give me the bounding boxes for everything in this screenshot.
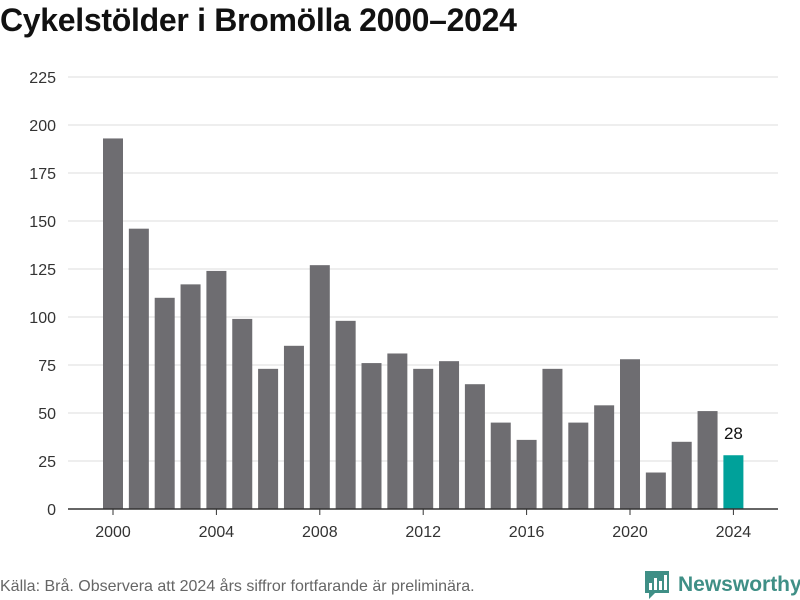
data-label-2024: 28 [724,424,743,443]
bar-2003 [180,284,201,509]
x-tick-label: 2016 [509,524,545,541]
y-axis-ticks: 0 25 50 75 100 125 150 175 200 225 [29,70,56,519]
bar-2009 [335,320,356,509]
bar-2021 [645,472,666,509]
y-tick-label: 50 [38,406,56,423]
bar-2005 [232,318,253,509]
bar-2010 [361,363,382,509]
y-tick-label: 175 [29,166,56,183]
bar-2008 [309,265,330,509]
bar-2022 [671,441,692,509]
x-tick-label: 2000 [95,524,131,541]
x-tick-label: 2004 [199,524,235,541]
bar-2024 [723,455,744,509]
x-tick-label: 2024 [716,524,752,541]
bar-2023 [697,411,718,509]
newsworthy-logo-icon [645,571,669,599]
bar-2020 [620,359,640,509]
bar-2006 [258,368,279,509]
brand-logo[interactable]: Newsworthy [644,570,800,600]
bar-2017 [542,368,563,509]
brand-name: Newsworthy [678,573,800,596]
bar-2002 [154,297,175,509]
x-tick-label: 2012 [405,524,441,541]
y-tick-label: 0 [47,502,56,519]
bar-2004 [206,270,227,509]
bar-2001 [128,228,149,509]
y-tick-label: 100 [29,310,56,327]
bar-2000 [103,138,123,509]
bar-2012 [413,368,434,509]
bar-2016 [516,439,537,509]
source-note: Källa: Brå. Observera att 2024 års siffr… [0,578,475,595]
bar-2019 [594,405,615,509]
x-tick-label: 2020 [612,524,648,541]
bar-2015 [490,422,511,509]
bar-2014 [464,384,485,509]
chart-title: Cykelstölder i Bromölla 2000–2024 [0,2,517,38]
y-tick-label: 150 [29,214,56,231]
y-tick-label: 75 [38,358,56,375]
x-tick-label: 2008 [302,524,338,541]
y-tick-label: 225 [29,70,56,87]
bars [103,138,744,509]
data-labels: 28 [724,424,743,443]
bar-2018 [568,422,589,509]
bar-2007 [283,345,304,509]
x-axis-ticks: 2000 2004 2008 2012 2016 2020 2024 [95,509,751,541]
bar-2013 [439,361,460,509]
y-tick-label: 200 [29,118,56,135]
bar-2011 [387,353,408,509]
y-tick-label: 125 [29,262,56,279]
y-tick-label: 25 [38,454,56,471]
